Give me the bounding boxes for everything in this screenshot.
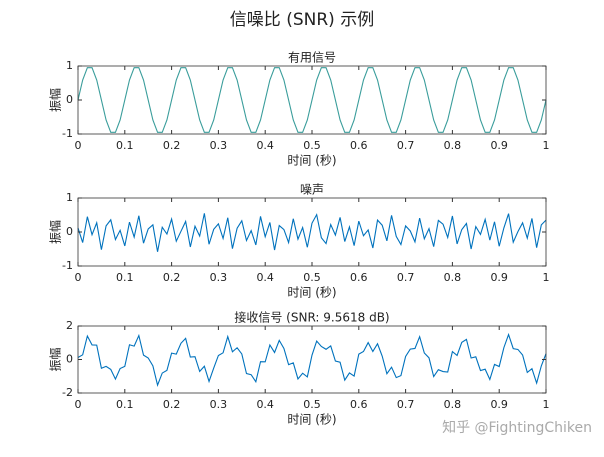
watermark: 知乎 @FightingChiken bbox=[442, 419, 592, 436]
x-axis-label: 时间 (秒) bbox=[287, 286, 336, 300]
x-axis-label: 时间 (秒) bbox=[287, 154, 336, 168]
x-tick-label: 0.1 bbox=[116, 139, 134, 152]
x-tick-label: 0.9 bbox=[490, 398, 508, 411]
x-tick-label: 0.3 bbox=[210, 139, 228, 152]
x-tick-label: 0.7 bbox=[397, 139, 415, 152]
x-tick-label: 0.3 bbox=[210, 271, 228, 284]
x-tick-label: 1 bbox=[543, 271, 550, 284]
x-tick-label: 0 bbox=[75, 271, 82, 284]
y-tick-label: -2 bbox=[62, 386, 73, 399]
axes-box bbox=[78, 326, 546, 393]
y-axis-label: 振幅 bbox=[48, 347, 63, 371]
y-tick-label: 1 bbox=[66, 191, 73, 204]
x-tick-label: 1 bbox=[543, 139, 550, 152]
signal-line bbox=[77, 332, 547, 387]
x-tick-label: 0.2 bbox=[163, 398, 181, 411]
y-tick-label: 2 bbox=[66, 319, 73, 332]
x-tick-label: 0.8 bbox=[444, 271, 462, 284]
x-tick-label: 0.4 bbox=[256, 398, 274, 411]
axes-title: 接收信号 (SNR: 9.5618 dB) bbox=[234, 310, 389, 325]
x-tick-label: 0.4 bbox=[256, 139, 274, 152]
y-tick-label: 1 bbox=[66, 59, 73, 72]
x-tick-label: 0.6 bbox=[350, 139, 368, 152]
x-tick-label: 0.7 bbox=[397, 398, 415, 411]
y-tick-label: -1 bbox=[62, 127, 73, 140]
y-tick-label: 0 bbox=[66, 353, 73, 366]
x-tick-label: 0.7 bbox=[397, 271, 415, 284]
y-axis-label: 振幅 bbox=[48, 220, 63, 244]
x-tick-label: 0.9 bbox=[490, 139, 508, 152]
x-axis-label: 时间 (秒) bbox=[287, 413, 336, 427]
x-tick-label: 0.6 bbox=[350, 398, 368, 411]
axes-title: 有用信号 bbox=[288, 51, 336, 65]
x-tick-label: 1 bbox=[543, 398, 550, 411]
signal-line bbox=[77, 213, 547, 252]
axes-box bbox=[78, 198, 546, 266]
signal-line bbox=[77, 67, 547, 133]
y-tick-label: 0 bbox=[66, 225, 73, 238]
x-tick-label: 0 bbox=[75, 398, 82, 411]
figure-title: 信噪比 (SNR) 示例 bbox=[230, 10, 374, 30]
x-tick-label: 0.1 bbox=[116, 271, 134, 284]
x-tick-label: 0.6 bbox=[350, 271, 368, 284]
x-tick-label: 0.8 bbox=[444, 398, 462, 411]
x-tick-label: 0.2 bbox=[163, 139, 181, 152]
y-tick-label: 0 bbox=[66, 93, 73, 106]
x-tick-label: 0.2 bbox=[163, 271, 181, 284]
x-tick-label: 0.3 bbox=[210, 398, 228, 411]
axes-title: 噪声 bbox=[300, 183, 324, 197]
x-tick-label: 0.5 bbox=[303, 398, 321, 411]
x-tick-label: 0.1 bbox=[116, 398, 134, 411]
x-tick-label: 0.5 bbox=[303, 139, 321, 152]
y-tick-label: -1 bbox=[62, 259, 73, 272]
x-tick-label: 0.9 bbox=[490, 271, 508, 284]
x-tick-label: 0.8 bbox=[444, 139, 462, 152]
x-tick-label: 0 bbox=[75, 139, 82, 152]
x-tick-label: 0.4 bbox=[256, 271, 274, 284]
y-axis-label: 振幅 bbox=[48, 88, 63, 112]
x-tick-label: 0.5 bbox=[303, 271, 321, 284]
